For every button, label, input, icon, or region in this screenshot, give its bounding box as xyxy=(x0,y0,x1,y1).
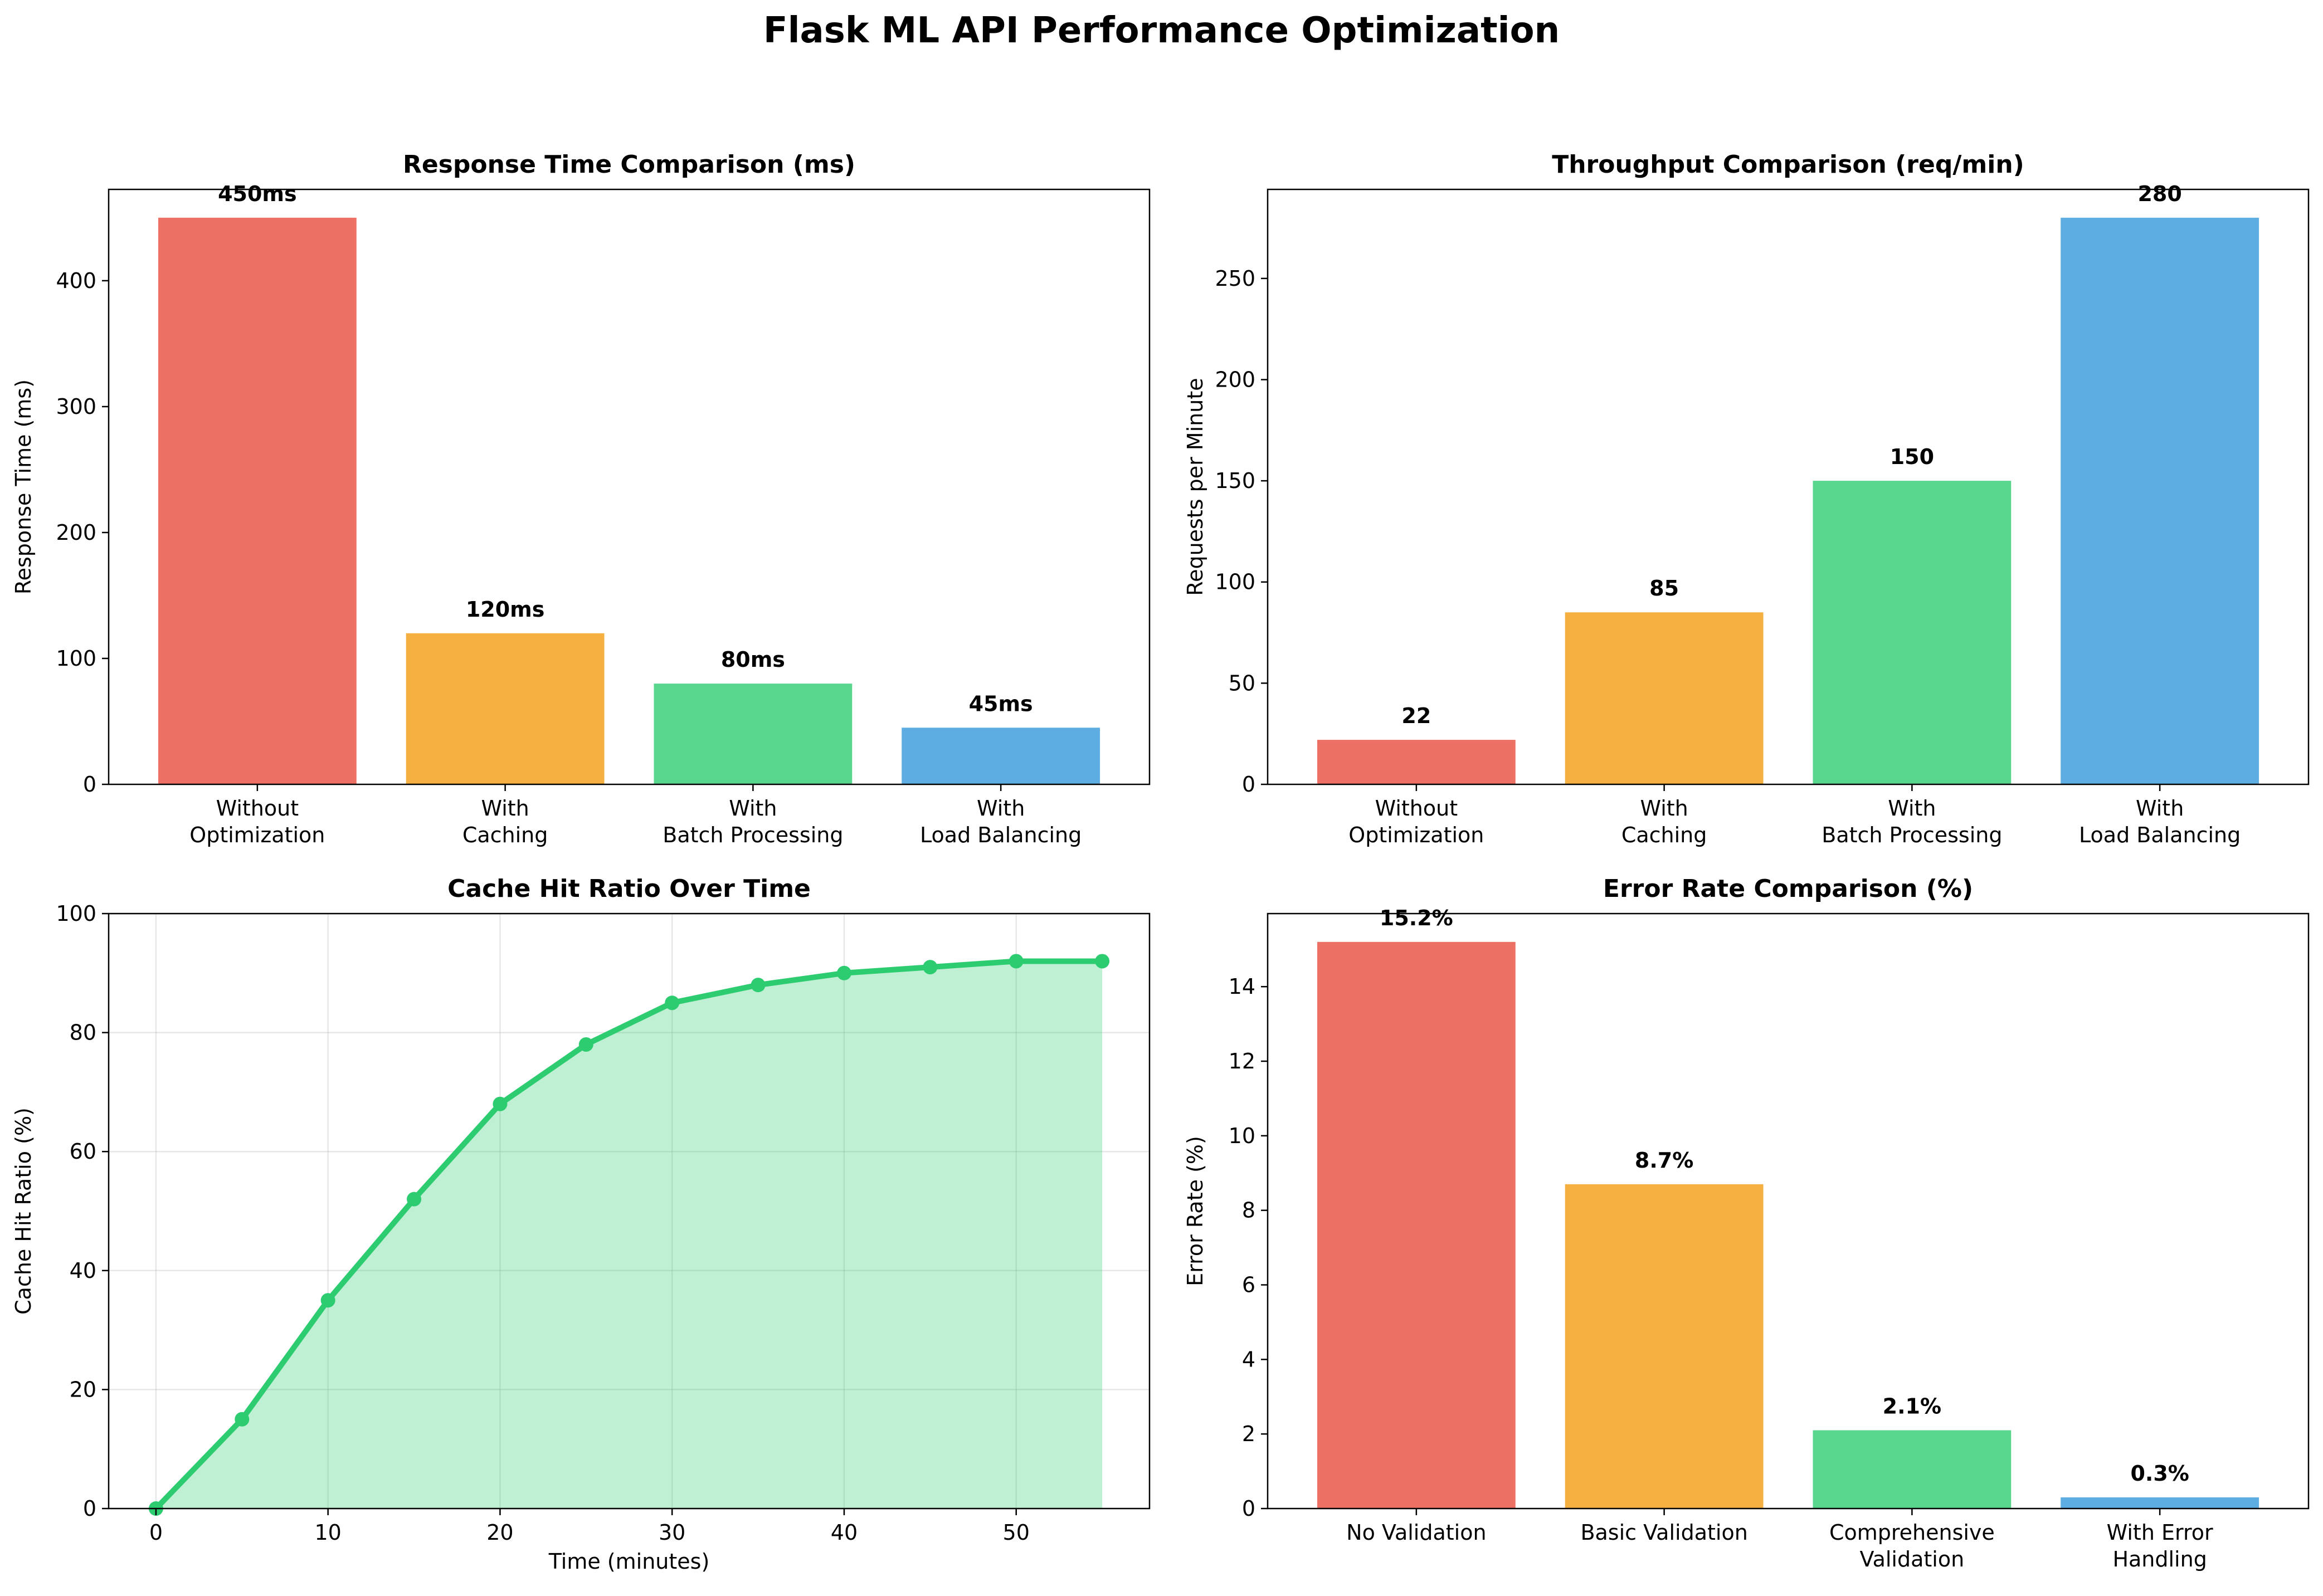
bar xyxy=(654,684,853,784)
data-point xyxy=(1009,954,1024,969)
x-tick-label: With Caching xyxy=(1621,796,1707,847)
y-tick-label: 14 xyxy=(1229,974,1255,999)
y-tick-label: 0 xyxy=(1242,1496,1255,1521)
data-point xyxy=(578,1037,593,1052)
x-tick-label: With Batch Processing xyxy=(663,796,843,847)
data-label: 80ms xyxy=(721,647,785,672)
bar xyxy=(1317,740,1516,784)
data-point xyxy=(836,965,851,980)
figure-title: Flask ML API Performance Optimization xyxy=(763,10,1560,51)
data-label: 120ms xyxy=(466,597,545,622)
data-label: 45ms xyxy=(969,691,1033,716)
data-label: 0.3% xyxy=(2130,1461,2189,1486)
y-axis-label: Cache Hit Ratio (%) xyxy=(11,1107,36,1315)
x-tick-label: 20 xyxy=(486,1520,513,1545)
chart-response: Response Time Comparison (ms) 450ms Withou… xyxy=(11,150,1151,847)
data-label: 22 xyxy=(1401,704,1431,728)
y-tick-label: 200 xyxy=(56,520,96,545)
x-tick-label: 0 xyxy=(149,1520,163,1545)
y-tick-label: 12 xyxy=(1229,1049,1255,1073)
axes-frame xyxy=(108,188,1151,785)
y-tick-label: 60 xyxy=(70,1139,96,1164)
y-tick-label: 100 xyxy=(56,901,96,926)
y-tick-label: 10 xyxy=(1229,1124,1255,1148)
chart-throughput: Throughput Comparison (req/min) 22 Without… xyxy=(1183,150,2310,847)
chart-title: Error Rate Comparison (%) xyxy=(1603,875,1973,903)
x-tick-label: Without Optimization xyxy=(189,796,325,847)
data-point xyxy=(235,1412,250,1427)
x-tick-label: With Caching xyxy=(462,796,548,847)
data-label: 8.7% xyxy=(1635,1148,1693,1173)
data-label: 450ms xyxy=(218,182,297,206)
y-tick-label: 6 xyxy=(1242,1272,1255,1297)
data-point xyxy=(751,978,766,993)
y-tick-label: 8 xyxy=(1242,1198,1255,1223)
data-label: 85 xyxy=(1649,576,1679,601)
chart-title: Response Time Comparison (ms) xyxy=(403,150,855,179)
x-tick-label: With Batch Processing xyxy=(1822,796,2002,847)
y-tick-label: 0 xyxy=(83,1496,96,1521)
y-tick-label: 300 xyxy=(56,394,96,419)
y-axis-label: Response Time (ms) xyxy=(11,379,36,594)
bar xyxy=(2061,217,2259,784)
chart-title: Cache Hit Ratio Over Time xyxy=(447,875,811,903)
chart-error: Error Rate Comparison (%) 15.2% No Validat… xyxy=(1183,875,2310,1571)
chart-cache: Cache Hit Ratio Over Time 0 10 20 30 40 50 0 20 4… xyxy=(11,875,1151,1574)
x-tick-label: 30 xyxy=(659,1520,685,1545)
bar xyxy=(158,217,357,784)
x-tick-label: With Load Balancing xyxy=(2079,796,2241,847)
y-tick-label: 50 xyxy=(1229,671,1255,695)
data-label: 15.2% xyxy=(1380,906,1453,930)
y-tick-label: 0 xyxy=(1242,772,1255,797)
axes-frame xyxy=(1267,188,2310,785)
data-label: 150 xyxy=(1890,445,1934,469)
x-tick-label: 50 xyxy=(1003,1520,1030,1545)
series-area xyxy=(155,961,1103,1509)
x-tick-label: Basic Validation xyxy=(1580,1520,1747,1545)
bar xyxy=(1813,1430,2012,1509)
data-point xyxy=(1095,954,1110,969)
chart-title: Throughput Comparison (req/min) xyxy=(1552,150,2024,179)
x-tick-label: Without Optimization xyxy=(1348,796,1484,847)
y-tick-label: 40 xyxy=(70,1258,96,1283)
data-point xyxy=(407,1192,422,1207)
y-tick-label: 2 xyxy=(1242,1422,1255,1446)
y-tick-label: 250 xyxy=(1215,266,1255,291)
bar xyxy=(1565,612,1764,784)
x-tick-label: 10 xyxy=(314,1520,341,1545)
axes-frame xyxy=(1267,912,2310,1510)
data-label: 2.1% xyxy=(1883,1394,1941,1418)
y-tick-label: 20 xyxy=(70,1377,96,1402)
data-point xyxy=(665,995,680,1011)
axes-frame xyxy=(108,912,1151,1510)
x-tick-label: No Validation xyxy=(1346,1520,1486,1545)
y-axis-label: Error Rate (%) xyxy=(1183,1136,1207,1286)
data-label: 280 xyxy=(2137,182,2181,206)
y-tick-label: 150 xyxy=(1215,468,1255,493)
x-tick-label: With Load Balancing xyxy=(920,796,1082,847)
data-point xyxy=(493,1096,508,1111)
bar xyxy=(1565,1184,1764,1509)
bar xyxy=(902,728,1100,784)
y-tick-label: 100 xyxy=(56,646,96,671)
y-tick-label: 0 xyxy=(83,772,96,797)
bar xyxy=(2061,1497,2259,1509)
y-tick-label: 100 xyxy=(1215,570,1255,594)
y-tick-label: 4 xyxy=(1242,1347,1255,1372)
x-tick-label: Comprehensive Validation xyxy=(1829,1520,1995,1571)
y-tick-label: 80 xyxy=(70,1021,96,1045)
series-line xyxy=(154,958,1103,1511)
bar xyxy=(406,633,605,784)
y-tick-label: 400 xyxy=(56,269,96,293)
data-point xyxy=(923,960,938,975)
data-point xyxy=(320,1293,335,1308)
y-axis-label: Requests per Minute xyxy=(1183,378,1207,596)
x-tick-label: With Error Handling xyxy=(2107,1520,2213,1571)
bar xyxy=(1813,481,2012,784)
x-axis-label: Time (minutes) xyxy=(548,1549,710,1574)
bar xyxy=(1317,941,1516,1509)
y-tick-label: 200 xyxy=(1215,367,1255,392)
x-tick-label: 40 xyxy=(831,1520,858,1545)
